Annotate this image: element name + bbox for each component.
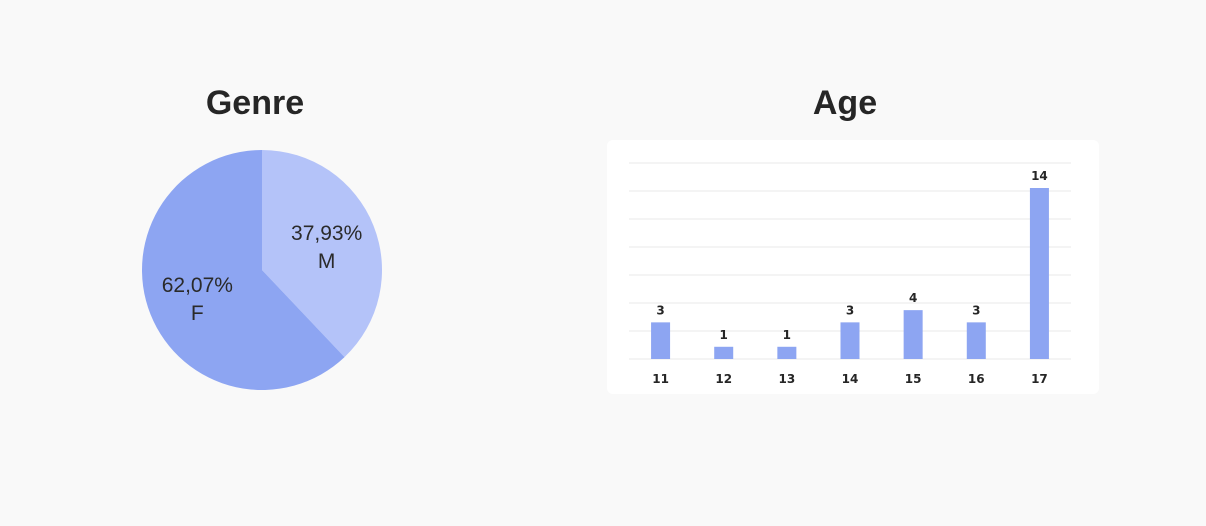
x-tick-label: 14: [842, 372, 859, 386]
bar-age-12: [714, 346, 734, 359]
pie-label-percent-f: 62,07%: [162, 274, 233, 297]
bar-age-13: [777, 346, 797, 359]
bar-age-16: [966, 322, 986, 359]
bar-value-label: 4: [909, 291, 917, 305]
x-tick-label: 13: [779, 372, 796, 386]
x-tick-label: 16: [968, 372, 985, 386]
genre-pie-chart: 37,93% M 62,07% F: [142, 150, 382, 390]
bar-value-label: 1: [720, 328, 728, 342]
bar-value-label: 14: [1031, 169, 1048, 183]
bar-value-label: 3: [972, 303, 980, 317]
x-tick-label: 11: [652, 372, 669, 386]
bar-age-14: [840, 322, 860, 359]
age-chart-title: Age: [812, 84, 878, 122]
pie-label-category-f: F: [191, 302, 204, 325]
bar-age-15: [903, 310, 923, 359]
bar-value-label: 3: [846, 303, 854, 317]
bar-age-17: [1029, 188, 1049, 359]
x-tick-label: 12: [715, 372, 732, 386]
bar-age-11: [651, 322, 671, 359]
age-chart-card: 3 11 1 12 1 13 3 14 4 15 3 16 14 17: [607, 140, 1099, 394]
pie-label-category-m: M: [318, 250, 336, 273]
pie-slice-f: [142, 150, 345, 390]
x-tick-label: 15: [905, 372, 922, 386]
pie-label-percent-m: 37,93%: [291, 222, 362, 245]
x-tick-label: 17: [1031, 372, 1048, 386]
genre-chart-title: Genre: [205, 84, 305, 122]
bar-value-label: 1: [783, 328, 791, 342]
pie-slice-m: [262, 150, 382, 358]
bar-value-label: 3: [656, 303, 664, 317]
